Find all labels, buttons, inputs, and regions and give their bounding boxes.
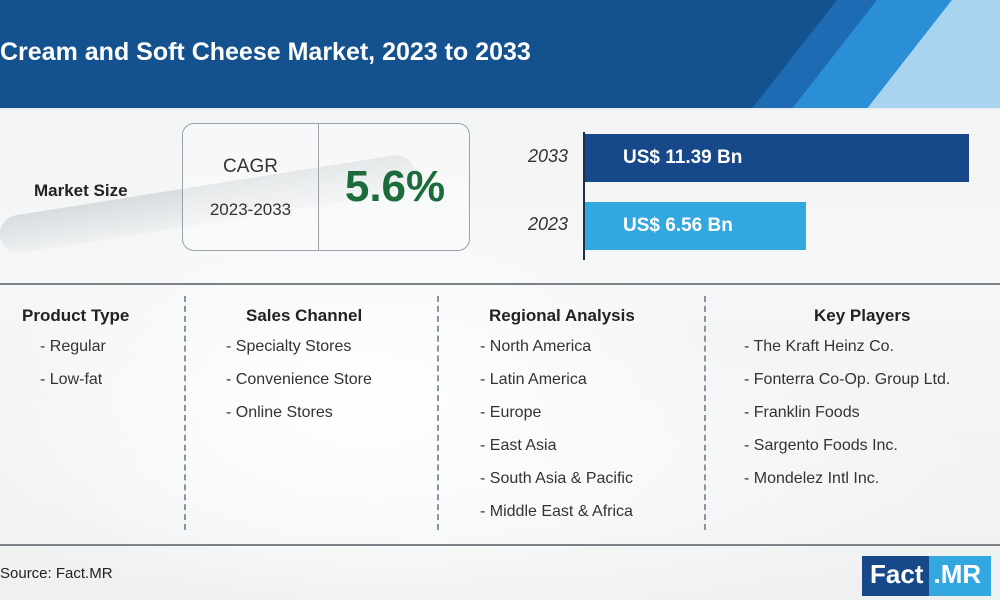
list-item: - Fonterra Co-Op. Group Ltd. (744, 371, 951, 388)
list-item: - The Kraft Heinz Co. (744, 338, 894, 355)
segment-list: - Specialty Stores - Convenience Store -… (226, 338, 372, 437)
factmr-logo: Fact .MR (862, 556, 992, 596)
segment-list: - Regular - Low-fat (22, 338, 129, 404)
page-title: Cream and Soft Cheese Market, 2023 to 20… (0, 38, 531, 66)
bar-year-label-2033: 2033 (528, 146, 569, 166)
segment-heading: Key Players (814, 306, 911, 325)
segment-heading: Regional Analysis (489, 306, 635, 325)
cagr-label: CAGR (223, 156, 278, 177)
source-note: Source: Fact.MR (0, 565, 113, 582)
list-item: - Franklin Foods (744, 404, 860, 421)
header-banner: Cream and Soft Cheese Market, 2023 to 20… (0, 0, 1000, 108)
segment-product-type: Product Type - Regular - Low-fat (22, 306, 129, 404)
segment-regional-analysis: Regional Analysis - North America - Lati… (480, 306, 635, 536)
segment-heading: Sales Channel (246, 306, 363, 325)
column-divider (184, 296, 186, 530)
list-item: - Specialty Stores (226, 338, 352, 355)
cagr-box: CAGR 2023-2033 5.6% (182, 123, 470, 251)
list-item: - Convenience Store (226, 371, 372, 388)
segment-list: - North America - Latin America - Europe… (480, 338, 635, 536)
list-item: - South Asia & Pacific (480, 470, 633, 487)
bar-axis (583, 132, 585, 260)
column-divider (704, 296, 706, 530)
segment-sales-channel: Sales Channel - Specialty Stores - Conve… (226, 306, 372, 437)
bar-2023: US$ 6.56 Bn (585, 202, 806, 250)
bar-year-label-2023: 2023 (528, 214, 569, 234)
segment-list: - The Kraft Heinz Co. - Fonterra Co-Op. … (744, 338, 950, 503)
cagr-divider (318, 124, 319, 250)
list-item: - North America (480, 338, 592, 355)
logo-part-mr: .MR (929, 556, 992, 596)
list-item: - Low-fat (40, 371, 103, 388)
list-item: - Regular (40, 338, 106, 355)
divider-line-bottom (0, 544, 1000, 546)
list-item: - Sargento Foods Inc. (744, 437, 898, 454)
background-veil (0, 110, 1000, 600)
list-item: - Middle East & Africa (480, 503, 633, 520)
list-item: - East Asia (480, 437, 557, 454)
cagr-value: 5.6% (344, 162, 446, 211)
divider-line-top (0, 283, 1000, 285)
logo-part-fact: Fact (862, 556, 930, 596)
list-item: - Europe (480, 404, 542, 421)
bar-2033: US$ 11.39 Bn (585, 134, 969, 182)
column-divider (437, 296, 439, 530)
cagr-period: 2023-2033 (209, 200, 292, 219)
segment-heading: Product Type (22, 306, 130, 325)
market-size-label: Market Size (34, 181, 128, 200)
list-item: - Online Stores (226, 404, 333, 421)
list-item: - Latin America (480, 371, 587, 388)
segment-key-players: Key Players - The Kraft Heinz Co. - Font… (744, 306, 950, 503)
list-item: - Mondelez Intl Inc. (744, 470, 880, 487)
